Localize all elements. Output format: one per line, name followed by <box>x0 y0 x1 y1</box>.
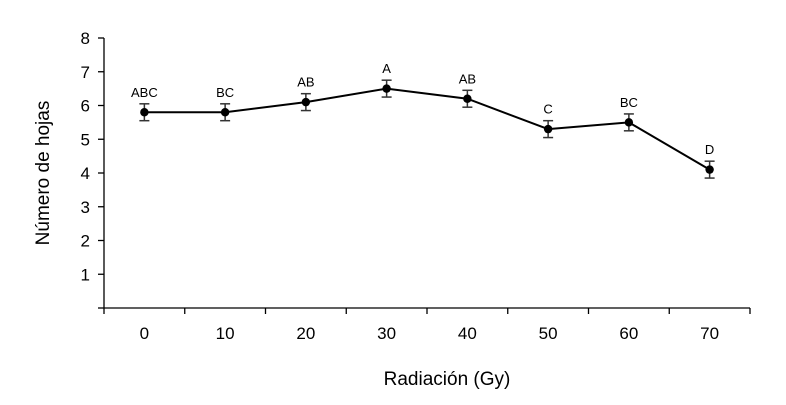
significance-label: ABC <box>131 85 158 100</box>
series-line <box>144 87 711 171</box>
x-tick-label: 60 <box>619 324 638 343</box>
axes <box>103 38 750 309</box>
data-point <box>543 124 553 134</box>
x-tick-label: 50 <box>539 324 558 343</box>
significance-label: AB <box>459 71 476 86</box>
y-tick-label: 2 <box>81 232 90 251</box>
significance-label: D <box>705 142 714 157</box>
data-point <box>220 108 230 117</box>
x-tick-label: 30 <box>377 324 396 343</box>
y-tick-label: 6 <box>81 97 90 116</box>
significance-label: AB <box>297 75 314 90</box>
significance-label: A <box>382 61 391 76</box>
x-tick-label: 10 <box>216 324 235 343</box>
significance-label: C <box>543 102 552 117</box>
x-tick-label: 20 <box>296 324 315 343</box>
x-tick-label: 70 <box>700 324 719 343</box>
data-points <box>140 84 714 174</box>
y-tick-label: 3 <box>81 198 90 217</box>
x-tick-label: 0 <box>140 324 149 343</box>
error-bars <box>139 79 715 179</box>
y-tick-label: 4 <box>81 164 90 183</box>
x-axis-label: Radiación (Gy) <box>384 369 511 390</box>
x-axis-ticks: 0 10 20 30 40 50 60 70 <box>103 308 751 343</box>
data-point <box>463 94 472 103</box>
significance-label: BC <box>216 85 234 100</box>
significance-label: BC <box>620 95 638 110</box>
y-tick-label: 7 <box>81 63 90 82</box>
data-point <box>705 165 714 174</box>
data-point <box>301 97 311 107</box>
x-tick-label: 40 <box>458 324 477 343</box>
y-tick-label: 5 <box>81 130 90 149</box>
data-point <box>382 84 391 93</box>
y-axis-ticks: 1 2 3 4 5 6 7 8 <box>81 29 104 309</box>
data-point <box>140 108 149 117</box>
data-point <box>624 118 634 127</box>
y-tick-label: 8 <box>81 29 90 48</box>
y-tick-label: 1 <box>81 265 90 284</box>
y-axis-label: Número de hojas <box>33 101 54 246</box>
